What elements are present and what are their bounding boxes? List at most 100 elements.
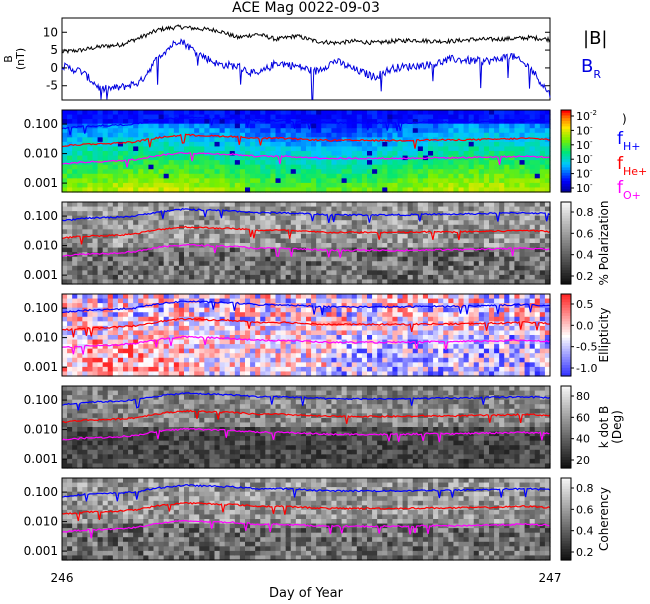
heatmap-cell xyxy=(418,174,424,179)
heatmap-cell xyxy=(347,110,353,115)
heatmap-cell xyxy=(148,317,154,322)
heatmap-cell xyxy=(408,367,414,372)
heatmap-cell xyxy=(260,128,266,133)
heatmap-cell xyxy=(77,335,83,340)
heatmap-cell xyxy=(143,317,149,322)
heatmap-cell xyxy=(281,142,287,147)
heatmap-cell xyxy=(184,326,190,331)
heatmap-cell xyxy=(62,349,68,354)
heatmap-cell xyxy=(408,216,414,221)
heatmap-cell xyxy=(184,169,190,174)
heatmap-cell xyxy=(118,349,124,354)
heatmap-cell xyxy=(352,275,358,280)
heatmap-cell xyxy=(469,275,475,280)
heatmap-cell xyxy=(347,243,353,248)
heatmap-cell xyxy=(499,128,505,133)
heatmap-cell xyxy=(514,174,520,179)
heatmap-cell xyxy=(235,229,241,234)
heatmap-cell xyxy=(357,238,363,243)
heatmap-cell xyxy=(479,225,485,230)
heatmap-cell xyxy=(265,326,271,331)
heatmap-cell xyxy=(326,299,332,304)
heatmap-cell xyxy=(469,252,475,257)
heatmap-cell xyxy=(296,349,302,354)
heatmap-cell xyxy=(143,178,149,183)
heatmap-cell xyxy=(174,156,180,161)
heatmap-cell xyxy=(118,330,124,335)
heatmap-cell xyxy=(484,270,490,275)
heatmap-cell xyxy=(276,367,282,372)
heatmap-cell xyxy=(245,220,251,225)
heatmap-cell xyxy=(260,270,266,275)
heatmap-cell xyxy=(428,326,434,331)
heatmap-cell xyxy=(398,326,404,331)
heatmap-cell xyxy=(255,216,261,221)
heatmap-cell xyxy=(423,349,429,354)
heatmap-cell xyxy=(260,299,266,304)
heatmap-cell xyxy=(77,330,83,335)
heatmap-cell xyxy=(362,312,368,317)
heatmap-cell xyxy=(301,207,307,212)
heatmap-cell xyxy=(540,202,546,207)
heatmap-cell xyxy=(331,160,337,165)
heatmap-cell xyxy=(469,151,475,156)
heatmap-cell xyxy=(148,312,154,317)
heatmap-cell xyxy=(321,344,327,349)
heatmap-cell xyxy=(67,169,73,174)
heatmap-cell xyxy=(240,178,246,183)
heatmap-cell xyxy=(255,349,261,354)
heatmap-cell xyxy=(189,358,195,363)
heatmap-cell xyxy=(403,169,409,174)
heatmap-cell xyxy=(67,156,73,161)
heatmap-cell xyxy=(281,312,287,317)
heatmap-cell xyxy=(387,160,393,165)
heatmap-cell xyxy=(159,238,165,243)
heatmap-cell xyxy=(316,317,322,322)
heatmap-cell xyxy=(143,142,149,147)
heatmap-cell xyxy=(387,261,393,266)
heatmap-cell xyxy=(209,238,215,243)
heatmap-cell xyxy=(138,178,144,183)
heatmap-cell xyxy=(438,294,444,299)
heatmap-cell xyxy=(347,146,353,151)
heatmap-cell xyxy=(174,270,180,275)
heatmap-cell xyxy=(438,142,444,147)
heatmap-cell xyxy=(138,174,144,179)
heatmap-cell xyxy=(311,270,317,275)
heatmap-cell xyxy=(72,178,78,183)
heatmap-cell xyxy=(235,248,241,253)
heatmap-cell xyxy=(494,207,500,212)
heatmap-cell xyxy=(204,303,210,308)
heatmap-cell xyxy=(398,252,404,257)
heatmap-cell xyxy=(337,234,343,239)
heatmap-cell xyxy=(367,178,373,183)
heatmap-cell xyxy=(225,275,231,280)
heatmap-cell xyxy=(372,220,378,225)
heatmap-cell xyxy=(123,294,129,299)
heatmap-cell xyxy=(265,238,271,243)
heatmap-cell xyxy=(433,142,439,147)
heatmap-cell xyxy=(62,257,68,262)
heatmap-cell xyxy=(301,146,307,151)
heatmap-cell xyxy=(276,344,282,349)
heatmap-cell xyxy=(204,178,210,183)
heatmap-cell xyxy=(189,340,195,345)
heatmap-cell xyxy=(169,229,175,234)
heatmap-cell xyxy=(245,133,251,138)
heatmap-cell xyxy=(509,146,515,151)
heatmap-cell xyxy=(337,207,343,212)
heatmap-cell xyxy=(87,349,93,354)
heatmap-cell xyxy=(159,165,165,170)
heatmap-cell xyxy=(296,110,302,115)
heatmap-cell xyxy=(520,146,526,151)
heatmap-cell xyxy=(179,312,185,317)
heatmap-cell xyxy=(215,261,221,266)
heatmap-cell xyxy=(321,128,327,133)
heatmap-cell xyxy=(143,266,149,271)
heatmap-cell xyxy=(453,128,459,133)
heatmap-cell xyxy=(423,234,429,239)
heatmap-cell xyxy=(464,142,470,147)
heatmap-cell xyxy=(347,178,353,183)
heatmap-cell xyxy=(179,169,185,174)
heatmap-cell xyxy=(433,252,439,257)
